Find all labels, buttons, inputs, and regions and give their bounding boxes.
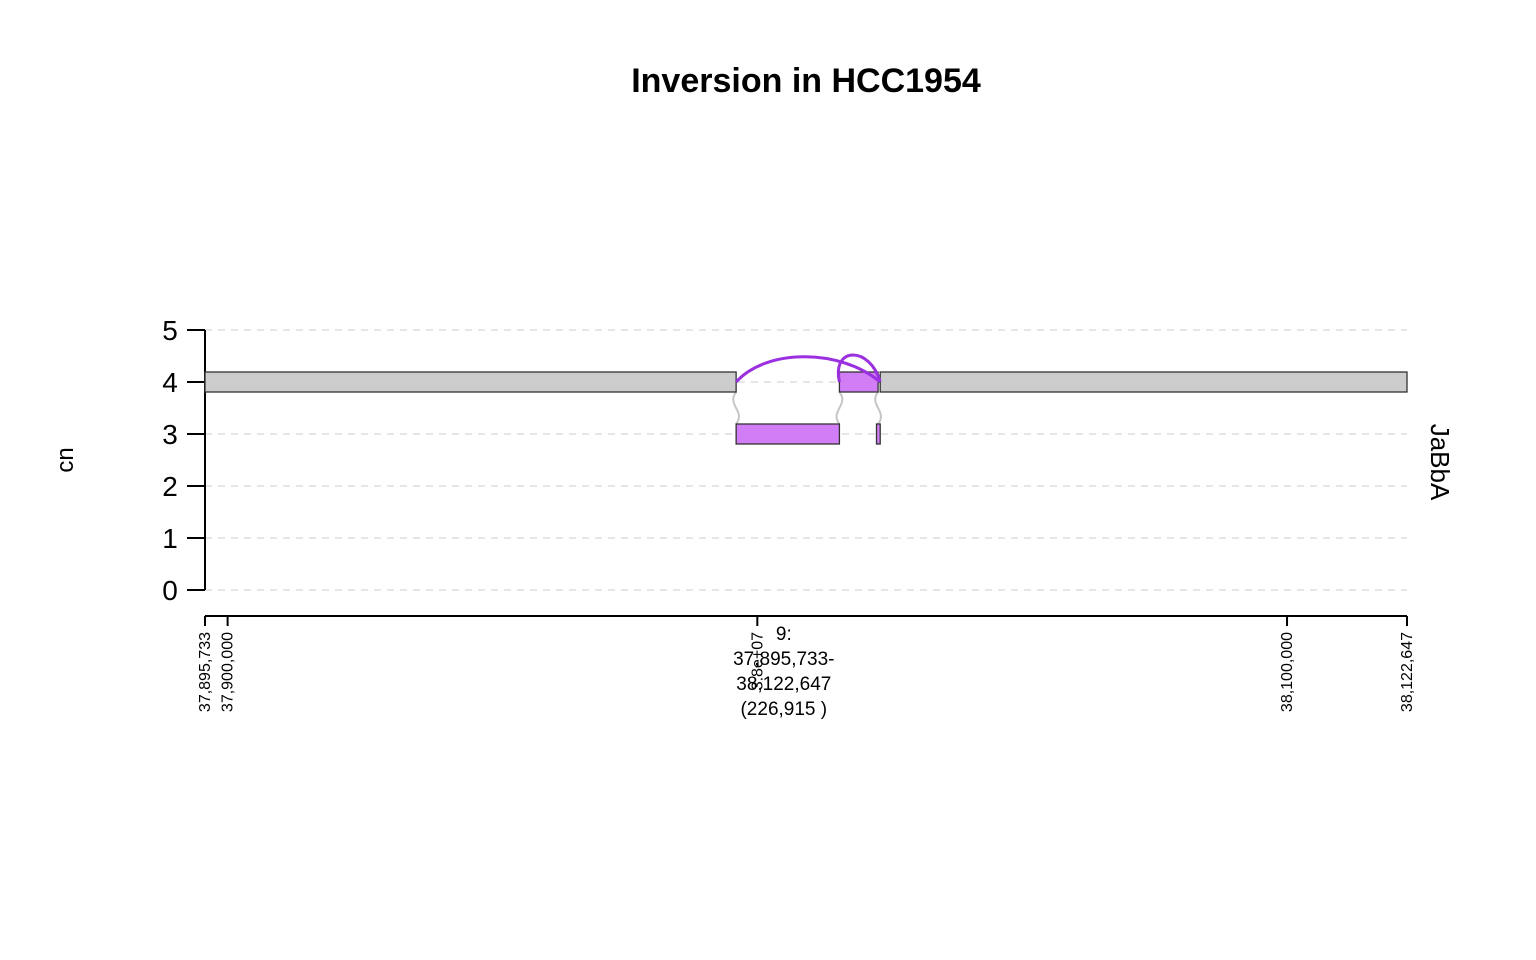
y-tick-label: 1 [162, 523, 178, 554]
reference-edge [874, 391, 882, 425]
region-label-line: (226,915 ) [740, 699, 827, 720]
x-tick-label: 38,100,000 [1279, 632, 1296, 712]
alternate-edge [836, 353, 882, 383]
region-label-line: 38,122,647 [736, 674, 831, 695]
grid-lines [205, 329, 1407, 591]
y-axis: 0 1 2 3 4 5 [162, 315, 206, 606]
y-axis-label: cn [52, 447, 79, 472]
y-tick-label: 2 [162, 471, 178, 502]
y-tick-label: 4 [162, 367, 178, 398]
alternate-edge [735, 355, 882, 384]
region-label: 9: 37,895,733- 38,122,647 (226,915 ) [733, 624, 834, 720]
track-label: JaBbA [1425, 424, 1455, 501]
alternate-edges [735, 353, 882, 384]
reference-edges [732, 391, 882, 425]
chart-title: Inversion in HCC1954 [631, 62, 981, 100]
x-axis: 37,895,733 37,900,000 3.8e+07 38,100,000 38,… [197, 615, 1416, 712]
segments [204, 371, 1408, 445]
segment [735, 423, 841, 445]
segment [204, 371, 737, 393]
reference-edge [835, 391, 844, 425]
region-label-line: 9: [776, 624, 792, 645]
x-tick-label: 37,900,000 [220, 632, 237, 712]
y-tick-label: 3 [162, 419, 178, 450]
reference-edge [732, 391, 740, 425]
y-tick-label: 5 [162, 315, 178, 346]
x-tick-label: 3.8e+07 [749, 632, 766, 690]
y-tick-label: 0 [162, 575, 178, 606]
x-tick-label: 38,122,647 [1399, 632, 1416, 712]
segment [879, 371, 1408, 393]
region-label-line: 37,895,733- [733, 649, 834, 670]
segment [875, 423, 881, 445]
x-tick-label: 37,895,733 [197, 632, 214, 712]
